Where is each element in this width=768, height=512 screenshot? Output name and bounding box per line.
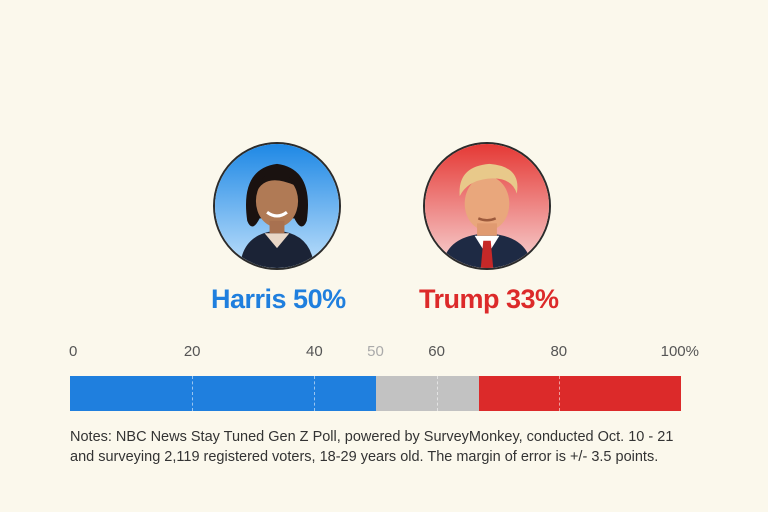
tick-label-80: 80 [550,343,568,360]
trump-portrait-icon [423,142,551,270]
gridline-80 [558,376,560,411]
tick-label-0: 0 [69,343,78,360]
stacked-bar [70,376,681,411]
harris-label: Harris 50% [211,284,346,314]
notes: Notes: NBC News Stay Tuned Gen Z Poll, p… [70,427,710,467]
notes-line-1: Notes: NBC News Stay Tuned Gen Z Poll, p… [70,429,674,445]
gridline-60 [436,376,438,411]
bar-segment-harris [70,376,376,411]
tick-label-100: 100% [660,343,699,360]
tick-label-20: 20 [183,343,201,360]
trump-label: Trump 33% [419,284,559,314]
notes-line-2: and surveying 2,119 registered voters, 1… [70,449,659,465]
tick-label-60: 60 [428,343,445,360]
tick-label-50: 50 [367,343,384,360]
gridline-40 [314,376,316,411]
bar-segment-trump [479,376,681,411]
bar-segment-other [375,376,480,411]
tick-label-40: 40 [306,343,323,360]
gridline-20 [192,376,194,411]
harris-portrait-icon [213,142,341,270]
